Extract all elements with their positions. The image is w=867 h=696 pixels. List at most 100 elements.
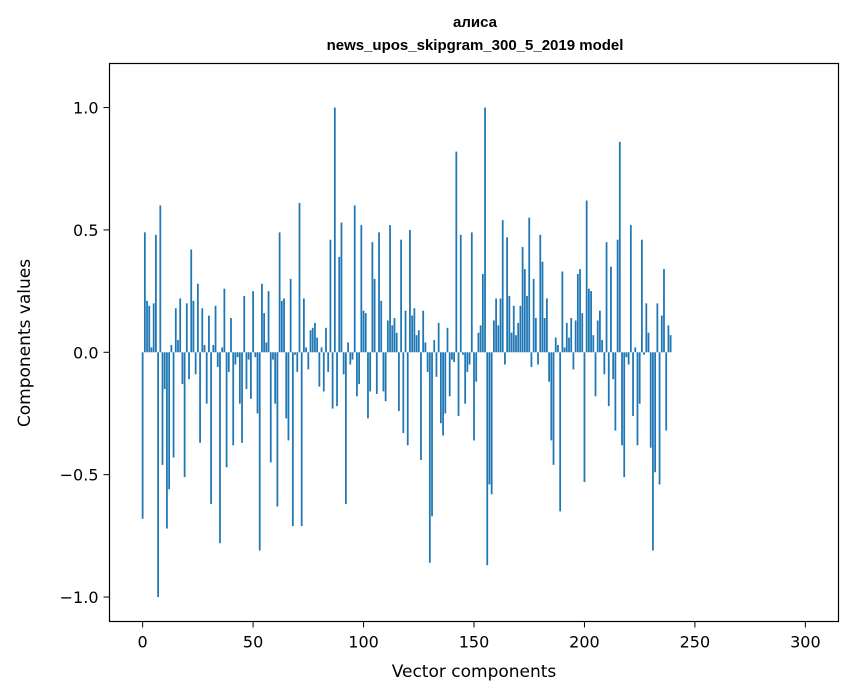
bar-74 <box>305 347 307 353</box>
bar-98 <box>358 352 361 385</box>
bar-234 <box>658 352 661 485</box>
bar-220 <box>627 352 630 365</box>
bar-26 <box>199 352 201 443</box>
bar-228 <box>645 303 648 353</box>
bar-212 <box>610 266 612 353</box>
bar-181 <box>541 261 544 353</box>
bar-19 <box>183 352 186 478</box>
bar-41 <box>232 352 235 446</box>
bar-116 <box>398 352 400 412</box>
bar-190 <box>561 271 564 353</box>
bar-229 <box>647 332 650 353</box>
bar-82 <box>322 352 325 392</box>
bar-123 <box>413 308 416 353</box>
bar-213 <box>612 352 615 380</box>
bar-73 <box>303 298 305 353</box>
bar-107 <box>378 232 380 353</box>
bar-44 <box>238 352 241 404</box>
x-tick-label: 150 <box>459 633 490 652</box>
bar-233 <box>656 303 659 353</box>
bar-144 <box>459 234 462 353</box>
bar-235 <box>660 315 663 353</box>
bar-76 <box>309 330 312 353</box>
bar-83 <box>325 327 327 353</box>
x-axis-label: Vector components <box>392 662 557 682</box>
bar-198 <box>579 269 581 353</box>
bar-193 <box>568 337 570 353</box>
bar-88 <box>336 352 338 407</box>
bar-75 <box>307 352 310 370</box>
bar-37 <box>223 288 226 353</box>
bar-179 <box>537 352 539 365</box>
bar-216 <box>618 141 621 353</box>
x-tick-label: 300 <box>790 633 821 652</box>
bar-109 <box>382 352 385 392</box>
bar-184 <box>548 352 550 382</box>
bar-90 <box>340 222 343 353</box>
bar-45 <box>241 352 243 443</box>
bar-43 <box>236 352 239 358</box>
x-tick-label: 50 <box>243 633 263 652</box>
bar-2 <box>146 300 148 353</box>
bar-120 <box>406 352 409 446</box>
bar-138 <box>446 327 449 353</box>
bar-40 <box>230 318 232 353</box>
bar-236 <box>663 269 665 353</box>
bar-89 <box>338 256 341 353</box>
bar-211 <box>607 352 610 407</box>
x-tick-label: 200 <box>569 633 600 652</box>
bar-127 <box>422 310 425 353</box>
bar-221 <box>629 225 632 353</box>
bar-72 <box>300 352 303 527</box>
bar-231 <box>652 352 654 551</box>
bar-134 <box>437 322 440 353</box>
x-tick-label: 100 <box>348 633 379 652</box>
bar-62 <box>278 232 281 353</box>
bar-17 <box>179 298 182 353</box>
bar-32 <box>212 344 215 353</box>
bar-143 <box>457 352 460 416</box>
bar-14 <box>172 352 175 458</box>
bar-94 <box>349 352 352 365</box>
bar-1 <box>143 232 146 353</box>
bar-49 <box>250 352 252 399</box>
bar-204 <box>592 335 595 353</box>
bar-110 <box>384 352 387 402</box>
bar-6 <box>155 234 157 353</box>
bar-178 <box>534 318 537 353</box>
bar-164 <box>504 352 506 365</box>
bar-66 <box>287 352 290 441</box>
bar-135 <box>439 352 442 424</box>
bar-136 <box>442 352 444 436</box>
bar-91 <box>342 352 345 375</box>
bar-33 <box>214 305 217 353</box>
bar-58 <box>269 352 272 463</box>
bar-67 <box>289 278 292 353</box>
bar-239 <box>669 335 672 353</box>
bar-148 <box>468 352 471 365</box>
bar-52 <box>256 352 259 414</box>
bar-222 <box>632 352 634 416</box>
bar-7 <box>157 352 159 598</box>
bar-182 <box>543 318 546 353</box>
bar-158 <box>490 352 493 495</box>
bar-151 <box>475 352 478 382</box>
bar-35 <box>219 352 221 544</box>
bar-203 <box>590 291 592 353</box>
x-tick-label: 0 <box>138 633 148 652</box>
bar-38 <box>225 352 228 468</box>
bar-206 <box>596 320 599 353</box>
bar-60 <box>274 352 277 404</box>
bar-160 <box>495 298 497 353</box>
bar-169 <box>515 335 517 353</box>
bar-177 <box>532 278 535 353</box>
x-ticks-group: 0 50 100 150 200 250 300 <box>138 621 821 652</box>
bar-185 <box>550 352 553 441</box>
bar-104 <box>371 242 374 353</box>
bar-29 <box>205 352 208 404</box>
y-axis-label: Components values <box>15 259 35 427</box>
bar-147 <box>466 352 469 372</box>
bar-12 <box>168 352 171 490</box>
bar-11 <box>166 352 168 529</box>
